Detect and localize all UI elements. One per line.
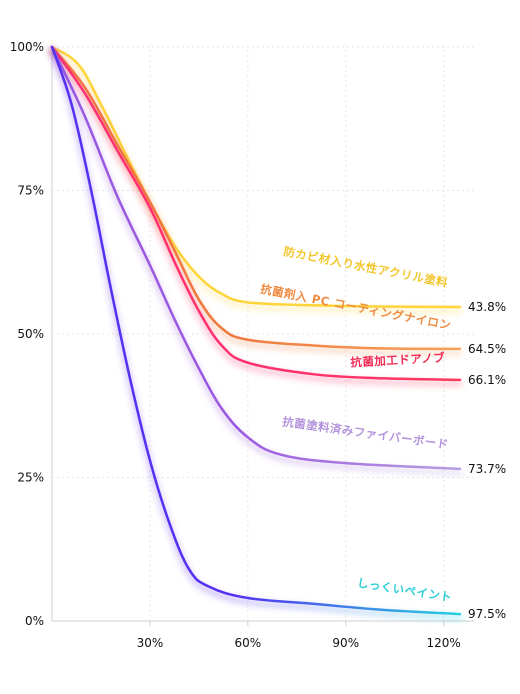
series-end-label: 64.5% xyxy=(468,342,506,356)
series-line xyxy=(50,45,462,616)
series-line xyxy=(50,45,462,382)
x-tick-label: 90% xyxy=(332,636,359,650)
series-line xyxy=(50,45,462,471)
series-name-label: 抗菌加工ドアノブ xyxy=(350,351,446,370)
series-line-glow xyxy=(49,48,463,315)
series-end-label: 97.5% xyxy=(468,607,506,621)
series-name-label: 防カビ材入り水性アクリル塗料 xyxy=(282,244,449,290)
series-end-label: 73.7% xyxy=(468,462,506,476)
x-tick-label: 30% xyxy=(137,636,164,650)
y-tick-label: 100% xyxy=(10,40,44,54)
series-end-label: 43.8% xyxy=(468,300,506,314)
x-tick-label: 60% xyxy=(235,636,262,650)
y-tick-label: 25% xyxy=(17,471,44,485)
series-name-label: しっくいペイント xyxy=(356,576,453,605)
series-end-label: 66.1% xyxy=(468,373,506,387)
y-tick-label: 75% xyxy=(17,184,44,198)
axes: 0% 25% 50% 75% 100% 30% 60% 90% 120% xyxy=(10,40,474,650)
series-line-glow xyxy=(49,48,463,476)
series-lines xyxy=(49,45,463,622)
series-line xyxy=(50,45,462,351)
series-name-label: 抗菌塗料済みファイバーボード xyxy=(282,414,450,451)
x-tick-label: 120% xyxy=(427,636,461,650)
series-line xyxy=(50,45,462,309)
y-tick-label: 0% xyxy=(25,614,44,628)
series-line-glow xyxy=(49,48,463,387)
y-tick-label: 50% xyxy=(17,327,44,341)
